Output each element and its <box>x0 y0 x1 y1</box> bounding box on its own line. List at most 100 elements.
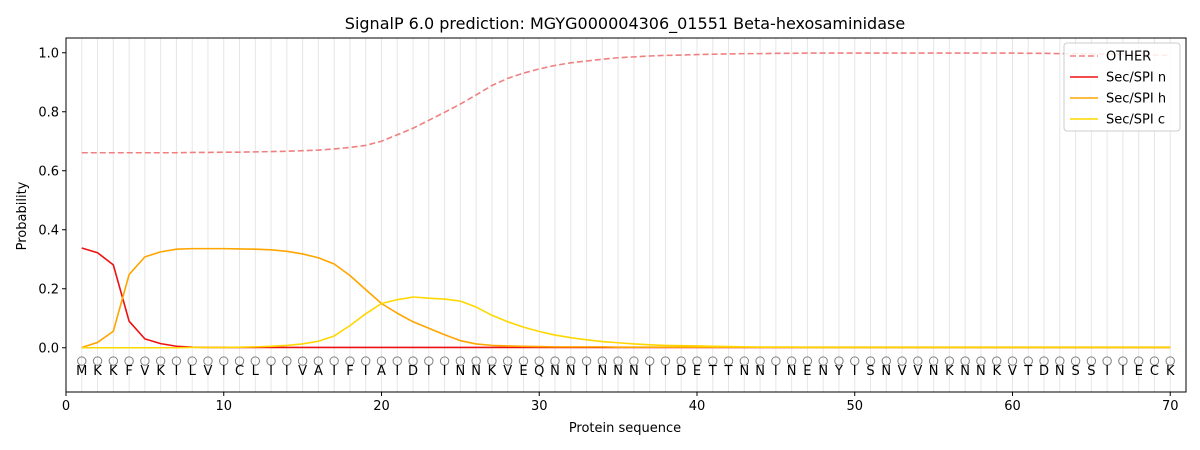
residue-label: E <box>1135 364 1143 379</box>
region-marker <box>660 356 671 366</box>
residue-label: K <box>488 364 497 379</box>
region-marker <box>1055 356 1065 366</box>
region-marker <box>1086 356 1097 366</box>
region-marker <box>297 356 308 366</box>
residue-label: N <box>881 364 891 379</box>
residue-label: M <box>76 364 87 379</box>
residue-label: N <box>755 364 765 379</box>
region-marker <box>1133 356 1144 366</box>
residue-label: D <box>1039 364 1049 379</box>
residue-label: T <box>1023 364 1032 379</box>
region-marker <box>739 356 750 366</box>
region-marker <box>424 356 434 366</box>
residue-label: E <box>693 364 701 379</box>
region-marker <box>723 356 734 366</box>
y-axis-label: Probability <box>15 181 30 250</box>
region-marker <box>518 356 529 366</box>
region-marker <box>644 356 655 366</box>
grid-lines <box>81 38 1171 392</box>
residue-label: N <box>1055 364 1065 379</box>
x-tick-label: 0 <box>62 399 70 414</box>
residue-label: E <box>519 364 527 379</box>
residue-label: N <box>739 364 749 379</box>
region-marker <box>1118 356 1128 366</box>
residue-label: N <box>550 364 560 379</box>
region-marker <box>92 356 103 366</box>
residue-label: T <box>708 364 717 379</box>
residue-label: I <box>648 364 652 379</box>
plot-frame <box>65 37 1187 393</box>
region-marker <box>597 356 608 366</box>
plot-background <box>66 38 1186 392</box>
residue-label: S <box>1087 364 1095 379</box>
residue-label: N <box>597 364 607 379</box>
series-lines <box>81 52 1171 349</box>
region-marker <box>203 356 213 366</box>
residue-label: S <box>866 364 874 379</box>
region-marker <box>834 356 844 366</box>
y-tick-label: 0.6 <box>38 164 59 179</box>
region-marker <box>566 356 576 366</box>
residue-label: K <box>109 364 118 379</box>
y-tick-label: 1.0 <box>38 46 59 61</box>
x-tick-label: 70 <box>1162 399 1179 414</box>
residue-label: V <box>1008 364 1017 379</box>
region-marker <box>266 356 276 366</box>
residue-label: K <box>992 364 1001 379</box>
region-marker <box>439 356 450 366</box>
region-marker <box>881 356 891 366</box>
residue-label: V <box>898 364 907 379</box>
residue-label: C <box>1150 364 1159 379</box>
region-marker <box>1007 356 1018 366</box>
region-marker <box>234 356 245 366</box>
chart-title: SignalP 6.0 prediction: MGYG000004306_01… <box>345 14 905 34</box>
residue-label: I <box>175 364 179 379</box>
region-marker <box>581 356 592 366</box>
residue-label: V <box>298 364 307 379</box>
residue-label: K <box>93 364 102 379</box>
residue-label: C <box>235 364 244 379</box>
legend-label: Sec/SPI n <box>1106 71 1166 86</box>
x-axis-label: Protein sequence <box>569 421 681 436</box>
region-marker <box>865 356 876 366</box>
region-marker <box>376 356 387 366</box>
region-marker <box>502 356 513 366</box>
legend-label: Sec/SPI c <box>1106 113 1165 128</box>
residue-label: I <box>332 364 336 379</box>
residue-label: I <box>395 364 399 379</box>
region-marker <box>329 356 339 366</box>
series-line-sec-spi-c <box>81 296 1171 349</box>
region-marker <box>392 356 402 366</box>
residue-label: K <box>945 364 954 379</box>
region-marker <box>1102 356 1112 366</box>
x-tick-label: 50 <box>846 399 863 414</box>
residue-label: F <box>346 364 353 379</box>
x-tick-label: 20 <box>373 399 390 414</box>
region-marker <box>187 356 197 366</box>
region-marker <box>77 356 87 366</box>
region-marker <box>818 356 828 366</box>
residue-label: I <box>443 364 447 379</box>
region-marker <box>455 356 466 366</box>
residue-label: Q <box>534 364 544 379</box>
plot-area <box>66 38 1186 392</box>
region-marker <box>313 356 324 366</box>
region-marker <box>786 356 797 366</box>
region-marker <box>708 356 718 366</box>
residue-label: I <box>222 364 226 379</box>
legend-label: Sec/SPI h <box>1106 92 1166 107</box>
region-marker <box>471 356 481 366</box>
residue-label: E <box>803 364 811 379</box>
residue-label: I <box>1105 364 1109 379</box>
residue-label: Y <box>834 364 843 379</box>
x-tick-label: 60 <box>1004 399 1021 414</box>
residue-label: A <box>314 364 323 379</box>
region-marker <box>755 356 765 366</box>
axes: 0 10 20 30 40 50 60 70 0.0 0.2 0.4 0.6 0.8 1.0 <box>38 37 1187 414</box>
region-marker <box>1039 356 1049 366</box>
region-marker <box>613 356 623 366</box>
region-marker <box>960 356 970 366</box>
residue-label: A <box>377 364 386 379</box>
residue-label: N <box>960 364 970 379</box>
